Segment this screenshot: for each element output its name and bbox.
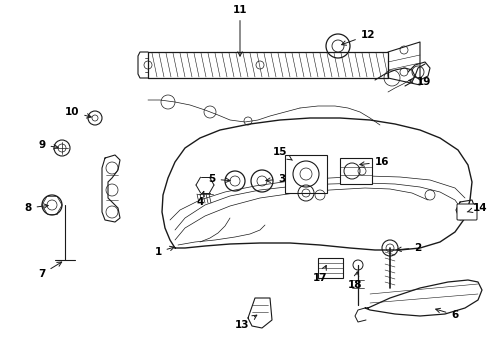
Text: 16: 16 [359,157,388,167]
Text: 2: 2 [396,243,421,253]
Text: 13: 13 [234,315,256,330]
Text: 4: 4 [196,192,204,207]
Text: 18: 18 [347,272,362,290]
Text: 6: 6 [435,308,458,320]
Text: 7: 7 [38,262,61,279]
Text: 9: 9 [39,140,58,150]
Text: 10: 10 [64,107,91,118]
Text: 19: 19 [408,77,430,87]
Text: 14: 14 [466,203,487,213]
FancyBboxPatch shape [456,204,476,220]
FancyBboxPatch shape [317,258,342,278]
Text: 15: 15 [272,147,292,160]
Text: 12: 12 [341,30,374,45]
Text: 11: 11 [232,5,247,56]
Text: 5: 5 [208,174,230,184]
Text: 17: 17 [312,265,326,283]
Text: 8: 8 [24,203,48,213]
Text: 1: 1 [154,246,174,257]
FancyBboxPatch shape [339,158,371,184]
FancyBboxPatch shape [285,155,326,193]
Text: 3: 3 [265,174,285,184]
